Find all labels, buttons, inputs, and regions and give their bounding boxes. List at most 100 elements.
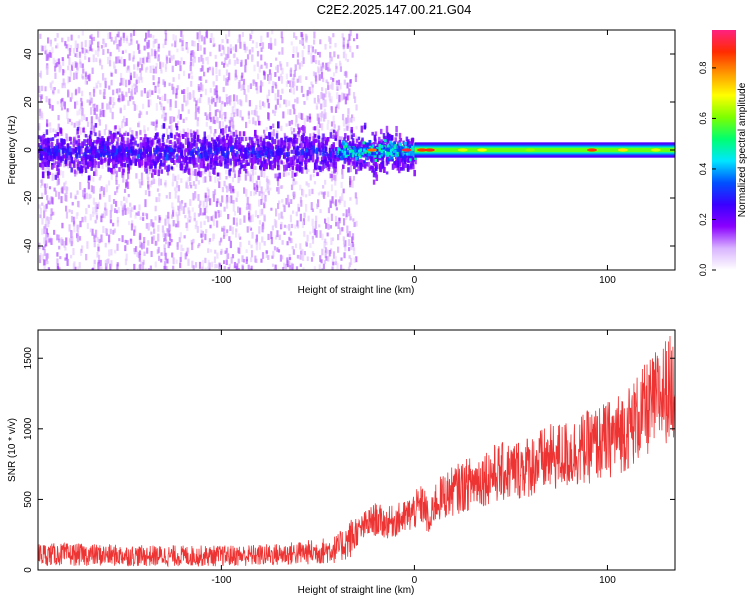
heatmap-cell	[411, 157, 414, 163]
heatmap-cell	[101, 140, 105, 147]
heatmap-cell	[282, 111, 285, 119]
heatmap-cell	[323, 113, 326, 122]
heatmap-cell	[211, 152, 215, 157]
heatmap-cell	[237, 81, 241, 90]
heatmap-cell	[319, 230, 322, 238]
heatmap-cell	[132, 150, 135, 156]
heatmap-cell	[303, 137, 306, 144]
heatmap-cell	[77, 138, 81, 144]
heatmap-cell	[189, 141, 192, 147]
heatmap-cell	[352, 152, 356, 158]
heatmap-cell	[123, 144, 127, 150]
heatmap-cell	[194, 111, 197, 120]
heatmap-cell	[226, 229, 229, 233]
heatmap-cell	[347, 142, 351, 148]
heatmap-cell	[250, 244, 253, 249]
heatmap-cell	[91, 159, 94, 166]
heatmap-cell	[182, 247, 185, 252]
heatmap-cell	[41, 165, 45, 170]
heatmap-cell	[231, 185, 235, 192]
heatmap-cell	[406, 142, 409, 148]
heatmap-cell	[287, 151, 291, 157]
heatmap-cell	[200, 76, 203, 82]
heatmap-cell	[298, 39, 302, 45]
heatmap-cell	[276, 176, 280, 181]
heatmap-cell	[329, 199, 332, 208]
heatmap-cell	[132, 101, 135, 105]
heatmap-cell	[292, 249, 295, 255]
heatmap-cell	[321, 268, 324, 270]
heatmap-cell	[218, 172, 222, 180]
heatmap-cell	[244, 174, 247, 181]
heatmap-cell	[44, 224, 47, 230]
heatmap-cell	[295, 132, 298, 137]
heatmap-cell	[252, 117, 255, 125]
heatmap-cell	[55, 145, 59, 151]
heatmap-cell	[147, 99, 150, 108]
heatmap-cell	[51, 137, 55, 141]
heatmap-cell	[268, 69, 272, 75]
heatmap-cell	[38, 148, 42, 153]
heatmap-cell	[280, 211, 283, 219]
heatmap-cell	[163, 106, 166, 111]
heatmap-cell	[365, 149, 369, 156]
heatmap-cell	[196, 134, 200, 142]
heatmap-cell	[61, 222, 64, 229]
heatmap-cell	[39, 252, 42, 260]
heatmap-cell	[146, 160, 149, 166]
heatmap-cell	[221, 195, 224, 203]
heatmap-cell	[92, 186, 95, 194]
heatmap-cell	[153, 39, 156, 44]
heatmap-cell	[91, 48, 94, 52]
heatmap-cell	[323, 260, 327, 265]
heatmap-cell	[312, 174, 315, 178]
heatmap-cell	[221, 121, 224, 128]
heatmap-cell	[182, 70, 186, 77]
heatmap-cell	[124, 49, 127, 53]
heatmap-cell	[182, 118, 185, 123]
heatmap-cell	[157, 57, 160, 62]
heatmap-cell	[323, 218, 327, 224]
heatmap-cell	[278, 213, 281, 220]
heatmap-cell	[135, 85, 138, 93]
heatmap-cell	[124, 208, 127, 215]
heatmap-cell	[216, 198, 219, 204]
heatmap-cell	[149, 152, 152, 156]
heatmap-cell	[285, 99, 288, 108]
heatmap-cell	[116, 216, 120, 223]
heatmap-cell	[174, 175, 177, 182]
heatmap-cell	[208, 125, 212, 130]
heatmap-cell	[354, 73, 358, 78]
heatmap-cell	[325, 256, 328, 261]
heatmap-cell	[96, 50, 100, 57]
heatmap-cell	[168, 82, 171, 87]
heatmap-cell	[299, 149, 302, 156]
heatmap-cell	[320, 259, 323, 264]
heatmap-cell	[220, 103, 223, 112]
heatmap-cell	[162, 79, 165, 85]
heatmap-cell	[197, 180, 200, 185]
heatmap-cell	[316, 172, 319, 177]
heatmap-cell	[48, 98, 51, 105]
heatmap-cell	[111, 153, 115, 160]
heatmap-cell	[344, 245, 347, 252]
heatmap-cell	[131, 130, 134, 137]
heatmap-cell	[81, 109, 84, 117]
heatmap-cell	[343, 252, 346, 259]
heatmap-cell	[177, 174, 180, 181]
heatmap-cell	[176, 48, 179, 53]
heatmap-cell	[99, 89, 102, 95]
heatmap-cell	[229, 158, 232, 165]
heatmap-cell	[260, 169, 263, 178]
heatmap-cell	[179, 113, 182, 120]
heatmap-cell	[130, 134, 133, 142]
heatmap-cell	[124, 258, 128, 266]
heatmap-cell	[234, 156, 238, 161]
heatmap-cell	[341, 193, 344, 201]
heatmap-cell	[314, 55, 317, 63]
heatmap-cell	[235, 228, 238, 233]
heatmap-cell	[201, 260, 205, 268]
heatmap-cell	[217, 209, 220, 214]
heatmap-cell	[67, 54, 70, 59]
heatmap-cell	[213, 119, 217, 125]
